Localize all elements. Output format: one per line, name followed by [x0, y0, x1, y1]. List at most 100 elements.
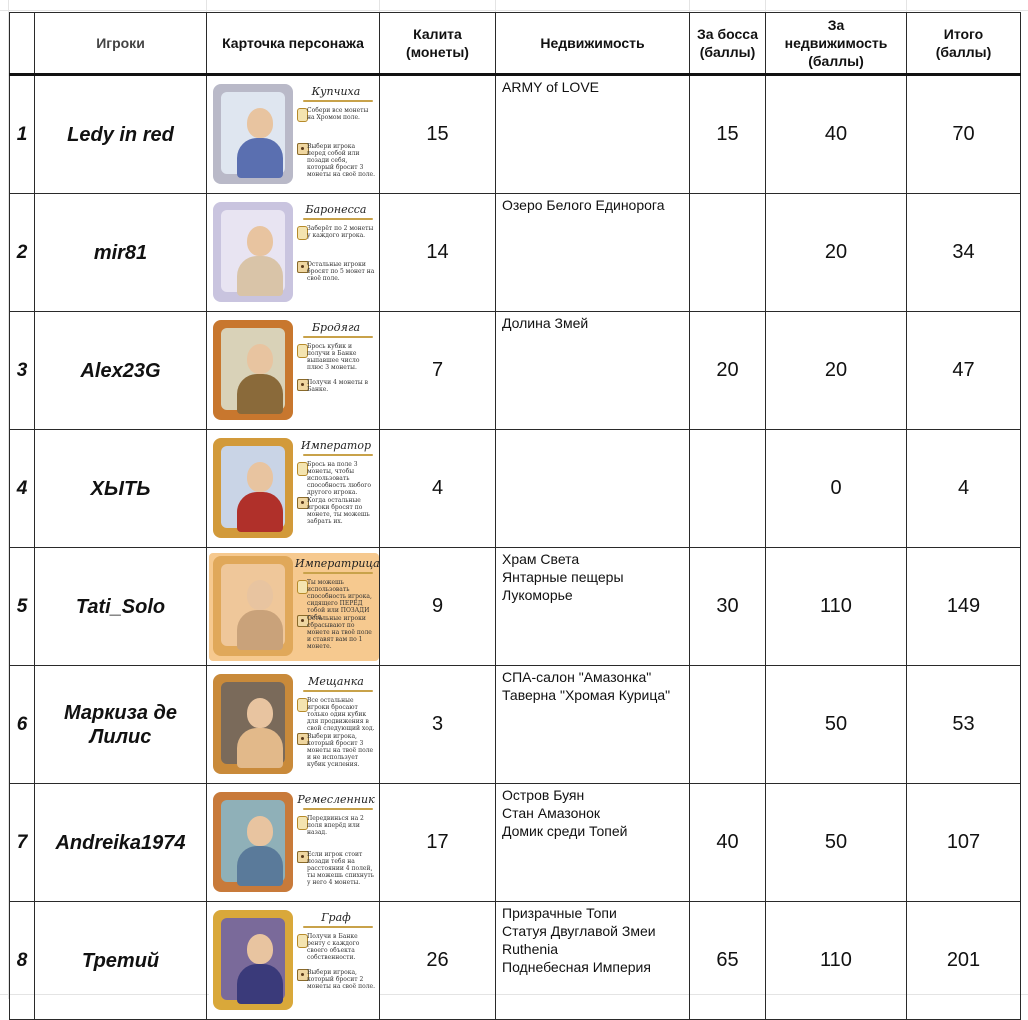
portrait-frame [213, 674, 293, 774]
total-points[interactable]: 47 [907, 312, 1021, 430]
estate-item[interactable]: Храм Света [502, 550, 683, 568]
portrait-frame [213, 438, 293, 538]
boss-points[interactable]: 15 [690, 75, 766, 194]
estate-points[interactable]: 20 [766, 194, 907, 312]
estate-points[interactable]: 0 [766, 430, 907, 548]
estate-points[interactable]: 50 [766, 784, 907, 902]
boss-points[interactable] [690, 194, 766, 312]
estate-cell[interactable] [496, 430, 690, 548]
purse-header-line1: Калита [413, 26, 462, 42]
boss-points[interactable]: 40 [690, 784, 766, 902]
total-points[interactable]: 70 [907, 75, 1021, 194]
character-body [237, 846, 283, 886]
ornament-divider [303, 808, 373, 810]
boss-points[interactable]: 30 [690, 548, 766, 666]
estate-points[interactable]: 40 [766, 75, 907, 194]
purse-coins[interactable]: 14 [380, 194, 496, 312]
estate-points-header-line3: (баллы) [808, 53, 864, 69]
player-name[interactable]: ХЫТЬ [35, 430, 207, 548]
player-name[interactable]: Tati_Solo [35, 548, 207, 666]
estate-item[interactable]: Поднебесная Империя [502, 958, 683, 976]
estate-item[interactable]: Статуя Двуглавой Змеи [502, 922, 683, 940]
estate-item[interactable]: Таверна "Хромая Курица" [502, 686, 683, 704]
portrait-image [221, 210, 285, 292]
portrait-image [221, 446, 285, 528]
boss-points[interactable]: 20 [690, 312, 766, 430]
player-name-line1: ХЫТЬ [91, 478, 151, 500]
total-points[interactable]: 4 [907, 430, 1021, 548]
estate-item[interactable]: СПА-салон "Амазонка" [502, 668, 683, 686]
estate-points[interactable]: 20 [766, 312, 907, 430]
estate-item[interactable]: Ruthenia [502, 940, 683, 958]
ornament-divider [303, 690, 373, 692]
estate-item[interactable]: Долина Змей [502, 314, 683, 332]
players-header: Игроки [35, 13, 207, 75]
purse-coins[interactable]: 26 [380, 902, 496, 1020]
player-name[interactable]: Alex23G [35, 312, 207, 430]
estate-item[interactable]: Стан Амазонок [502, 804, 683, 822]
player-name-line1: Ledy in red [67, 124, 174, 146]
purse-coins[interactable]: 7 [380, 312, 496, 430]
purse-coins[interactable]: 17 [380, 784, 496, 902]
estate-cell[interactable]: СПА-салон "Амазонка"Таверна "Хромая Кури… [496, 666, 690, 784]
player-name[interactable]: Andreika1974 [35, 784, 207, 902]
card-ability-text: Все остальные игроки бросают только один… [307, 697, 375, 732]
estate-points[interactable]: 110 [766, 902, 907, 1020]
purse-coins[interactable]: 9 [380, 548, 496, 666]
purse-coins[interactable]: 3 [380, 666, 496, 784]
estate-item[interactable]: Янтарные пещеры [502, 568, 683, 586]
boss-points[interactable] [690, 430, 766, 548]
card-title: Ремесленник [295, 793, 377, 806]
estate-item[interactable]: Остров Буян [502, 786, 683, 804]
player-name[interactable]: mir81 [35, 194, 207, 312]
total-points[interactable]: 34 [907, 194, 1021, 312]
spacer-cell [1021, 548, 1028, 666]
player-name-line1: Andreika1974 [55, 832, 185, 854]
estate-item[interactable]: ARMY of LOVE [502, 78, 683, 96]
spreadsheet: Игроки Карточка персонажа Калита(монеты)… [0, 0, 1028, 999]
total-points[interactable]: 149 [907, 548, 1021, 666]
total-points[interactable]: 201 [907, 902, 1021, 1020]
estate-item[interactable]: Призрачные Топи [502, 904, 683, 922]
estate-item[interactable]: Лукоморье [502, 586, 683, 604]
card-title: Купчиха [295, 85, 377, 98]
boss-points[interactable] [690, 666, 766, 784]
boss-points[interactable]: 65 [690, 902, 766, 1020]
purse-coins[interactable]: 15 [380, 75, 496, 194]
estate-points[interactable]: 50 [766, 666, 907, 784]
card-ability-text: Заберёт по 2 монеты у каждого игрока. [307, 225, 375, 239]
spacer-cell [1021, 13, 1028, 75]
estate-cell[interactable]: Долина Змей [496, 312, 690, 430]
estate-cell[interactable]: Озеро Белого Единорога [496, 194, 690, 312]
total-points[interactable]: 53 [907, 666, 1021, 784]
spacer-cell [1021, 194, 1028, 312]
player-name[interactable]: Ledy in red [35, 75, 207, 194]
character-head [247, 580, 273, 610]
estate-item[interactable]: Домик среди Топей [502, 822, 683, 840]
estate-item[interactable]: Озеро Белого Единорога [502, 196, 683, 214]
total-points[interactable]: 107 [907, 784, 1021, 902]
purse-coins[interactable]: 4 [380, 430, 496, 548]
player-name[interactable]: Третий [35, 902, 207, 1020]
estate-cell[interactable]: ARMY of LOVE [496, 75, 690, 194]
row-number: 6 [10, 666, 35, 784]
card-dice-text: Если игрок стоит позади тебя на расстоян… [307, 851, 375, 886]
estate-points[interactable]: 110 [766, 548, 907, 666]
ornament-divider [303, 926, 373, 928]
